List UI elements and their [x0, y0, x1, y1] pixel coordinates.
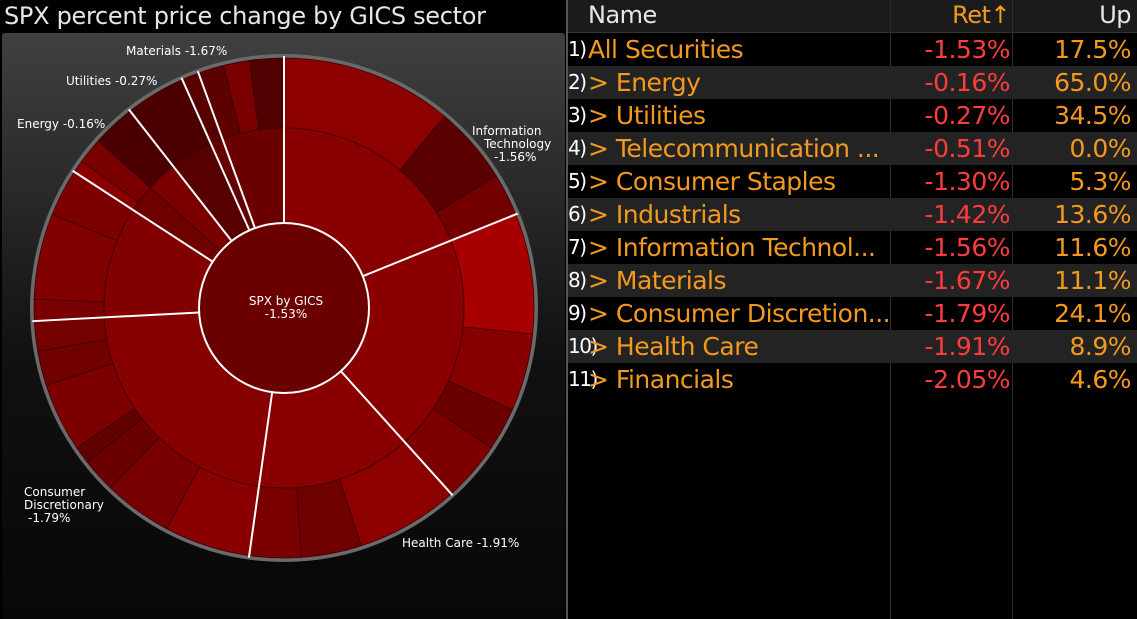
row-name: > Materials	[588, 266, 726, 295]
row-return: -1.79%	[924, 299, 1011, 328]
sector-divider	[340, 370, 454, 496]
label-energy[interactable]: Energy -0.16%	[17, 117, 105, 131]
row-up-percent: 11.6%	[1054, 233, 1131, 262]
row-up-percent: 11.1%	[1054, 266, 1131, 295]
label-cd-line3[interactable]: -1.79%	[28, 511, 70, 525]
sector-table: Name Ret↑ Up 1) All Securities -1.53% 17.5%…	[568, 0, 1137, 619]
sector-divider	[362, 212, 519, 278]
sector-divider	[196, 70, 256, 229]
table-header: Name Ret↑ Up	[568, 0, 1137, 33]
row-up-percent: 0.0%	[1069, 134, 1131, 163]
row-name: > Industrials	[588, 200, 741, 229]
row-number: 3)	[568, 103, 587, 127]
label-health-care[interactable]: Health Care -1.91%	[402, 536, 519, 550]
sunburst-rings	[30, 54, 538, 562]
row-name: All Securities	[588, 35, 744, 64]
row-return: -1.53%	[924, 35, 1011, 64]
row-name: > Consumer Discretion...	[588, 299, 891, 328]
label-it-line3[interactable]: -1.56%	[494, 150, 536, 164]
table-row[interactable]: 4) > Telecommunication ... -0.51% 0.0%	[568, 132, 1137, 165]
row-number: 6)	[568, 202, 587, 226]
panel-divider	[566, 0, 568, 619]
table-row[interactable]: 7) > Information Technol... -1.56% 11.6%	[568, 231, 1137, 264]
row-return: -1.56%	[924, 233, 1011, 262]
sunburst-panel: SPX percent price change by GICS sector …	[0, 0, 566, 619]
header-ret[interactable]: Ret↑	[952, 1, 1010, 29]
row-name: > Health Care	[588, 332, 759, 361]
row-number: 9)	[568, 301, 587, 325]
row-return: -1.67%	[924, 266, 1011, 295]
row-up-percent: 24.1%	[1054, 299, 1131, 328]
row-return: -1.42%	[924, 200, 1011, 229]
table-row[interactable]: 6) > Industrials -1.42% 13.6%	[568, 198, 1137, 231]
center-label: SPX by GICS	[249, 294, 323, 308]
table-row[interactable]: 11) > Financials -2.05% 4.6%	[568, 363, 1137, 396]
sector-divider	[72, 169, 214, 263]
row-return: -1.30%	[924, 167, 1011, 196]
label-cd-line2[interactable]: Discretionary	[24, 498, 104, 512]
label-utilities[interactable]: Utilities -0.27%	[66, 74, 157, 88]
label-cd-line1[interactable]: Consumer	[24, 485, 85, 499]
table-row[interactable]: 8) > Materials -1.67% 11.1%	[568, 264, 1137, 297]
center-value: -1.53%	[265, 307, 307, 321]
row-name: > Financials	[588, 365, 734, 394]
row-up-percent: 8.9%	[1069, 332, 1131, 361]
row-name: > Energy	[588, 68, 701, 97]
table-row[interactable]: 1) All Securities -1.53% 17.5%	[568, 33, 1137, 66]
row-up-percent: 5.3%	[1069, 167, 1131, 196]
row-up-percent: 17.5%	[1054, 35, 1131, 64]
row-number: 4)	[568, 136, 587, 160]
row-number: 5)	[568, 169, 587, 193]
row-up-percent: 34.5%	[1054, 101, 1131, 130]
row-number: 8)	[568, 268, 587, 292]
row-number: 1)	[568, 37, 587, 61]
row-number: 2)	[568, 70, 587, 94]
label-it-line2[interactable]: Technology	[483, 137, 551, 151]
row-name: > Utilities	[588, 101, 706, 130]
row-name: > Information Technol...	[588, 233, 876, 262]
row-return: -0.16%	[924, 68, 1011, 97]
column-divider	[890, 0, 891, 619]
row-return: -0.27%	[924, 101, 1011, 130]
sector-divider	[128, 108, 233, 242]
table-row[interactable]: 2) > Energy -0.16% 65.0%	[568, 66, 1137, 99]
row-return: -0.51%	[924, 134, 1011, 163]
row-name: > Consumer Staples	[588, 167, 836, 196]
sunburst-chart: Materials -1.67% Utilities -0.27% Energy…	[17, 44, 551, 562]
sector-divider	[247, 392, 274, 558]
row-return: -2.05%	[924, 365, 1011, 394]
header-name[interactable]: Name	[588, 1, 657, 29]
sector-divider	[32, 311, 200, 323]
row-up-percent: 65.0%	[1054, 68, 1131, 97]
label-materials[interactable]: Materials -1.67%	[126, 44, 227, 58]
sector-divider	[180, 77, 251, 231]
header-up[interactable]: Up	[1099, 1, 1131, 29]
row-number: 7)	[568, 235, 587, 259]
table-row[interactable]: 10) > Health Care -1.91% 8.9%	[568, 330, 1137, 363]
row-number: 10)	[568, 334, 598, 358]
table-row[interactable]: 5) > Consumer Staples -1.30% 5.3%	[568, 165, 1137, 198]
row-return: -1.91%	[924, 332, 1011, 361]
table-row[interactable]: 3) > Utilities -0.27% 34.5%	[568, 99, 1137, 132]
row-number: 11)	[568, 367, 598, 391]
table-row[interactable]: 9) > Consumer Discretion... -1.79% 24.1%	[568, 297, 1137, 330]
row-up-percent: 4.6%	[1069, 365, 1131, 394]
column-divider	[1012, 0, 1013, 619]
row-up-percent: 13.6%	[1054, 200, 1131, 229]
label-it-line1[interactable]: Information	[472, 124, 541, 138]
chart-title: SPX percent price change by GICS sector	[4, 2, 486, 30]
row-name: > Telecommunication ...	[588, 134, 880, 163]
